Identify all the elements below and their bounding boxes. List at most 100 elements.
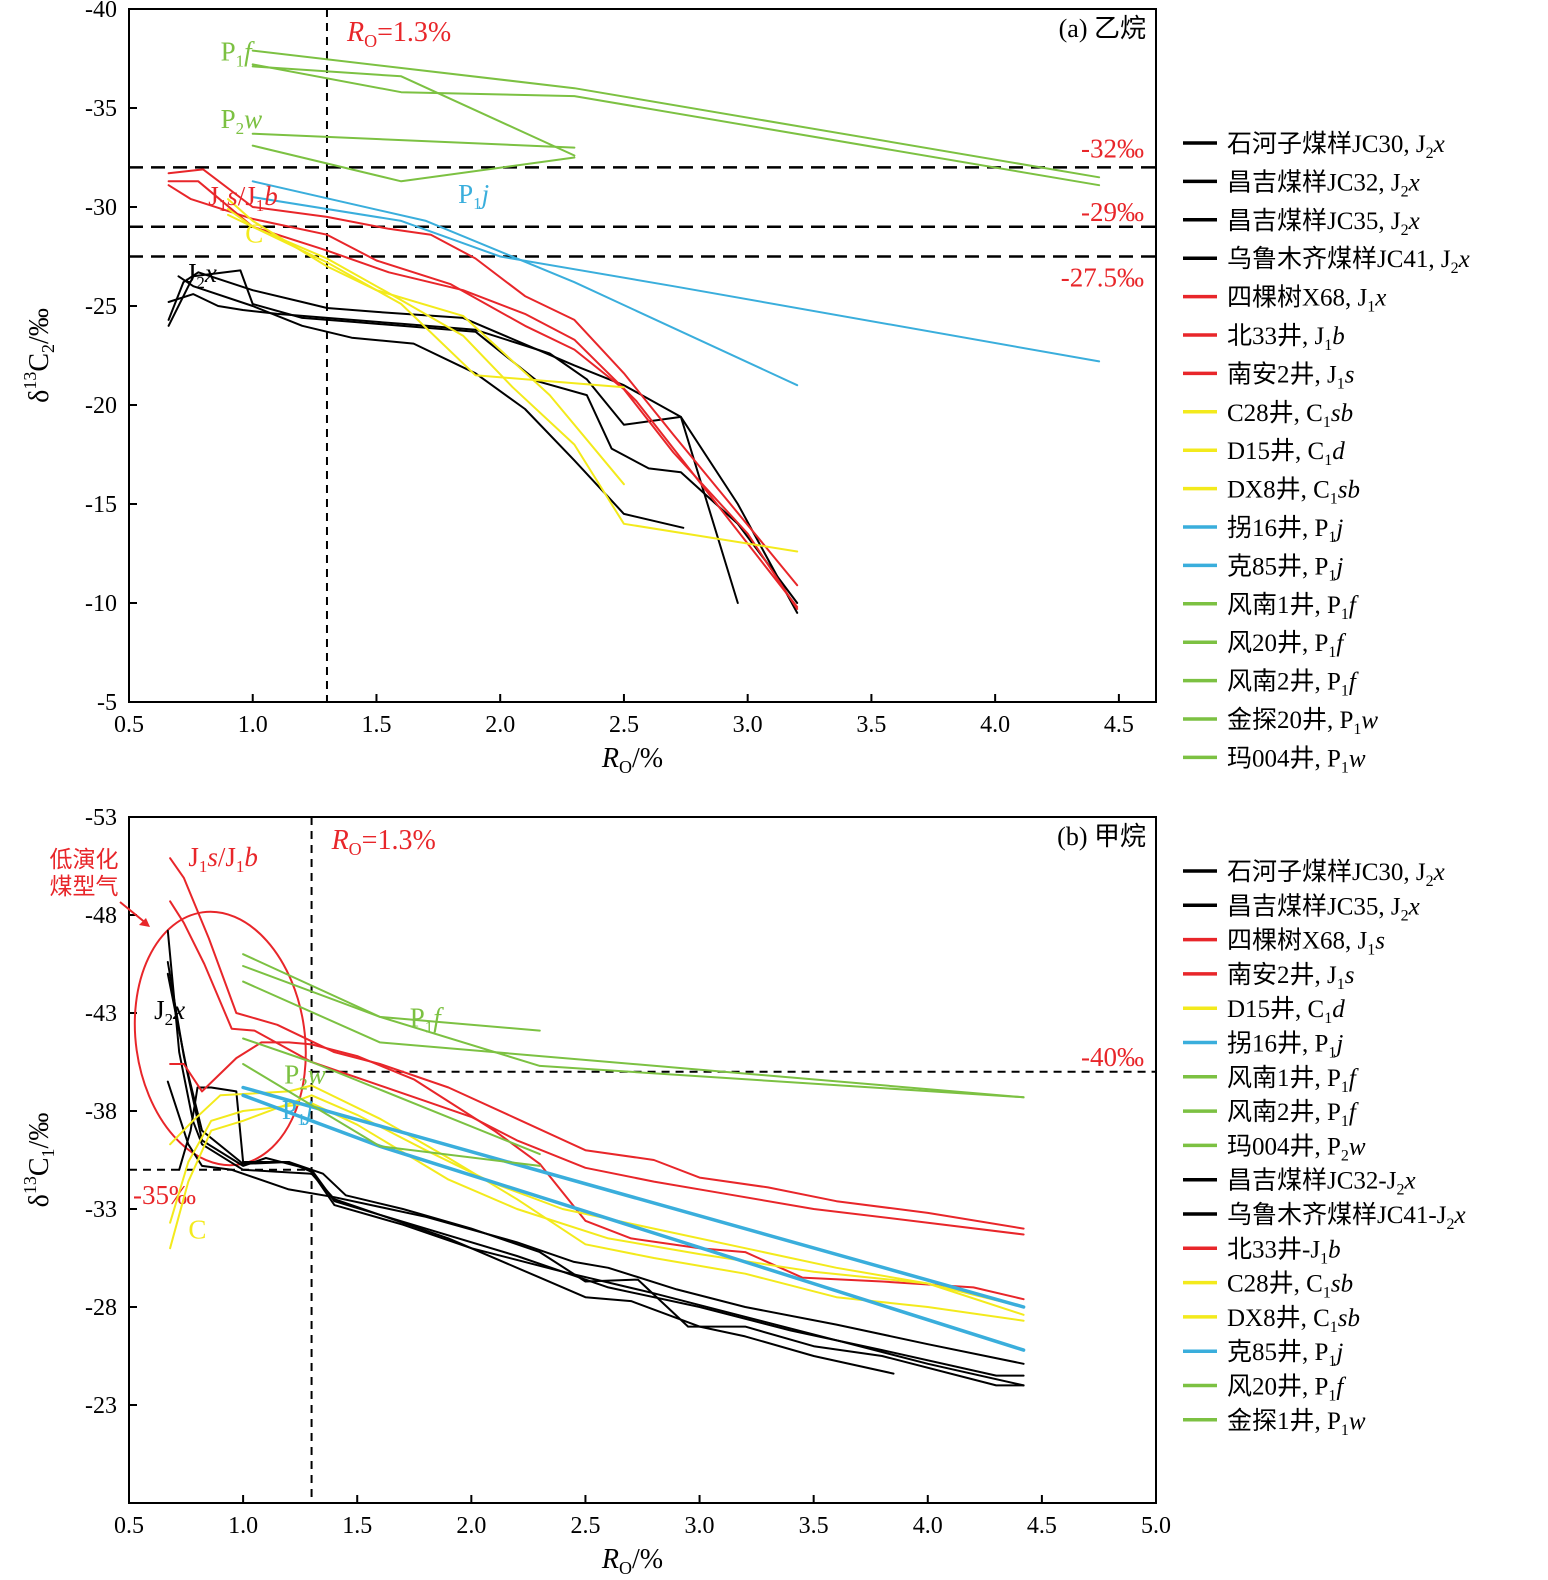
- legend-label: 风20井, P1f: [1227, 1373, 1346, 1405]
- series-group: [167, 49, 1101, 614]
- x-tick-label: 4.0: [980, 712, 1010, 738]
- series-line: [251, 132, 576, 149]
- group-annotation: C: [245, 219, 263, 249]
- threshold-label: -27.5‰: [1061, 263, 1144, 293]
- legend-label: 风南1井, P1f: [1227, 1064, 1359, 1096]
- x-tick-label: 3.5: [799, 1513, 829, 1539]
- chart-panel-b: 0.5 1.0 1.5 2.0 2.5 3.0 3.5 4.0 4.5 5.0 -53 -48 -43 -…: [20, 805, 1466, 1578]
- y-tick-label: -40: [85, 0, 117, 23]
- legend-label: D15井, C1d: [1227, 995, 1345, 1027]
- y-tick-label: -38: [85, 1099, 117, 1125]
- plot-frame: [128, 816, 1157, 1504]
- plot-frame: [128, 8, 1157, 703]
- series-line: [251, 180, 799, 387]
- legend-label: 昌吉煤样JC32-J2x: [1227, 1167, 1416, 1199]
- panel-label: (b) 甲烷: [1057, 822, 1146, 851]
- group-annotation: P1f: [221, 36, 256, 70]
- y-tick-label: -43: [85, 1001, 117, 1027]
- y-tick-label: -15: [85, 492, 117, 518]
- legend-label: 风南2井, P1f: [1227, 668, 1359, 700]
- chart-panel-a: 0.5 1.0 1.5 2.0 2.5 3.0 3.5 4.0 4.5 -40 -35 -30 -25 -…: [20, 0, 1470, 777]
- legend-label: 四棵树X68, J1s: [1227, 927, 1385, 959]
- ro-reference-label: RO=1.3%: [346, 17, 451, 51]
- x-tick-label: 4.0: [913, 1513, 943, 1539]
- y-tick-label: -5: [97, 690, 117, 716]
- series-line: [167, 293, 799, 614]
- legend-label: 四棵树X68, J1x: [1227, 284, 1386, 316]
- y-tick-label: -53: [85, 805, 117, 831]
- legend-label: 克85井, P1j: [1227, 1338, 1343, 1370]
- x-tick-label: 1.5: [361, 712, 391, 738]
- legend-label: 石河子煤样JC30, J2x: [1227, 130, 1445, 162]
- legend-label: 金探20井, P1w: [1227, 706, 1378, 738]
- x-tick-label: 4.5: [1027, 1513, 1057, 1539]
- series-line: [167, 168, 799, 587]
- legend-label: 南安2井, J1s: [1227, 961, 1354, 993]
- series-line: [242, 965, 1025, 1099]
- legend-label: 昌吉煤样JC35, J2x: [1227, 207, 1420, 239]
- series-line: [251, 49, 1101, 179]
- y-tick-label: -20: [85, 393, 117, 419]
- series-line: [251, 65, 576, 157]
- x-axis-label: RO/%: [601, 743, 663, 777]
- series-line: [169, 1102, 1025, 1316]
- ellipse-label: 低演化: [50, 847, 119, 872]
- legend-label: 拐16井, P1j: [1227, 1030, 1343, 1062]
- legend-label: 乌鲁木齐煤样JC41-J2x: [1227, 1201, 1466, 1233]
- series-line: [251, 196, 1101, 363]
- series-line: [177, 275, 685, 529]
- series-line: [166, 1080, 1025, 1365]
- x-tick-label: 2.5: [609, 712, 639, 738]
- series-line: [169, 857, 1025, 1230]
- legend-label: DX8井, C1sb: [1227, 1304, 1360, 1336]
- series-line: [251, 63, 1101, 187]
- legend-label: 昌吉煤样JC35, J2x: [1227, 892, 1420, 924]
- group-annotation: P1f: [410, 1003, 445, 1037]
- x-tick-label: 3.0: [733, 712, 763, 738]
- series-line: [178, 1086, 1025, 1387]
- x-tick-label: 1.5: [342, 1513, 372, 1539]
- group-annotation: J2x: [154, 995, 185, 1029]
- x-tick-label: 1.0: [238, 712, 268, 738]
- x-tick-label: 0.5: [114, 1513, 144, 1539]
- ro-reference-label: RO=1.3%: [331, 825, 436, 859]
- panel-label: (a) 乙烷: [1059, 14, 1146, 43]
- x-tick-label: 0.5: [114, 712, 144, 738]
- series-line: [242, 953, 541, 1032]
- series-line: [169, 1094, 1025, 1308]
- legend-label: 昌吉煤样JC32, J2x: [1227, 168, 1420, 200]
- legend-label: 风南2井, P1f: [1227, 1098, 1359, 1130]
- ellipse-label: 煤型气: [50, 874, 119, 899]
- x-tick-label: 2.5: [570, 1513, 600, 1539]
- series-line: [166, 929, 895, 1375]
- y-tick-label: -28: [85, 1295, 117, 1321]
- legend-label: 石河子煤样JC30, J2x: [1227, 858, 1445, 890]
- series-line: [242, 980, 1025, 1099]
- threshold-label: -40‰: [1081, 1042, 1144, 1072]
- legend-label: 风南1井, P1f: [1227, 591, 1359, 623]
- x-tick-label: 3.0: [685, 1513, 715, 1539]
- x-tick-label: 2.0: [485, 712, 515, 738]
- series-line: [169, 1041, 1025, 1301]
- group-annotation: J1s/J1b: [188, 842, 258, 876]
- group-annotation: P1j: [282, 1095, 313, 1129]
- legend-label: C28井, C1sb: [1227, 399, 1353, 431]
- group-annotation: C: [188, 1214, 206, 1244]
- series-line: [242, 1037, 541, 1156]
- y-tick-label: -10: [85, 591, 117, 617]
- legend-label: 玛004井, P1w: [1227, 744, 1366, 776]
- legend-label: 北33井-J1b: [1227, 1235, 1341, 1267]
- legend-label: 金探1井, P1w: [1227, 1407, 1366, 1439]
- low-maturity-ellipse: [133, 910, 307, 1167]
- series-line: [167, 271, 739, 604]
- ellipse-pointer-head: [139, 918, 150, 927]
- legend-label: 玛004井, P2w: [1227, 1132, 1366, 1164]
- y-tick-label: -30: [85, 195, 117, 221]
- series-group: [166, 857, 1026, 1387]
- series-line: [227, 208, 799, 553]
- y-axis-label: δ13C2/‰: [20, 308, 58, 403]
- series-line: [251, 144, 576, 183]
- group-annotation: J1s/J1b: [208, 181, 278, 215]
- x-tick-label: 4.5: [1104, 712, 1134, 738]
